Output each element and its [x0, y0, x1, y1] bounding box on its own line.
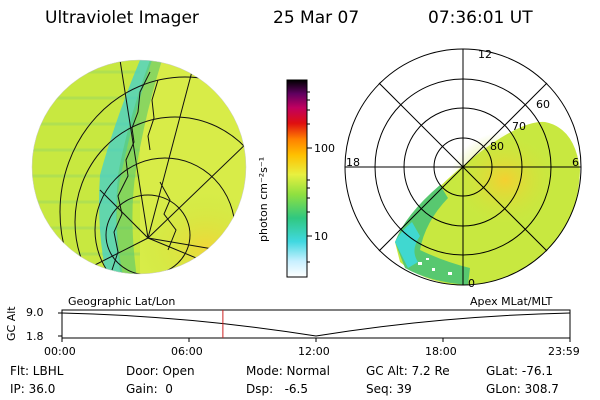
- status-seq: Seq: 39: [366, 382, 412, 396]
- status-gain: Gain: 0: [126, 382, 173, 396]
- mlat-label-60: 60: [536, 98, 550, 111]
- timeline-ytick-max: 9.0: [26, 306, 44, 319]
- polar-grid: [344, 48, 582, 286]
- status-gc-alt: GC Alt: 7.2 Re: [366, 364, 450, 378]
- timeline-xtick-1200: 12:00: [298, 345, 330, 358]
- time-label: 07:36:01 UT: [428, 8, 533, 28]
- timeline-xtick-2359: 23:59: [548, 345, 580, 358]
- mlat-label-80: 80: [490, 140, 504, 153]
- mlt-label-18: 18: [346, 156, 360, 169]
- timeline-xtick-0600: 06:00: [171, 345, 203, 358]
- colorbar-unit-label: photon cm⁻²s⁻¹: [257, 156, 270, 242]
- colorbar-tick-100: 100: [314, 142, 335, 155]
- status-filter: Flt: LBHL: [10, 364, 64, 378]
- mlt-label-0: 0: [468, 277, 475, 290]
- date-label: 25 Mar 07: [273, 8, 360, 28]
- right-panel-label: Apex MLat/MLT: [470, 295, 553, 308]
- timeline-plot: [58, 309, 571, 342]
- mlt-label-6: 6: [572, 156, 579, 169]
- colorbar-tick-10: 10: [314, 230, 328, 243]
- timeline-xtick-0000: 00:00: [44, 345, 76, 358]
- timeline-ylabel: GC Alt: [5, 306, 18, 341]
- timeline-xtick-1800: 18:00: [425, 345, 457, 358]
- status-mode: Mode: Normal: [246, 364, 330, 378]
- status-dsp: Dsp: -6.5: [246, 382, 309, 396]
- timeline-ytick-min: 1.8: [26, 330, 44, 343]
- mlt-label-12: 12: [478, 48, 492, 61]
- status-glon: GLon: 308.7: [486, 382, 559, 396]
- mlat-label-70: 70: [512, 120, 526, 133]
- instrument-title: Ultraviolet Imager: [45, 8, 199, 28]
- status-ip: IP: 36.0: [10, 382, 56, 396]
- left-panel-label: Geographic Lat/Lon: [68, 295, 176, 308]
- status-door: Door: Open: [126, 364, 195, 378]
- colorbar: [286, 79, 312, 278]
- status-glat: GLat: -76.1: [486, 364, 553, 378]
